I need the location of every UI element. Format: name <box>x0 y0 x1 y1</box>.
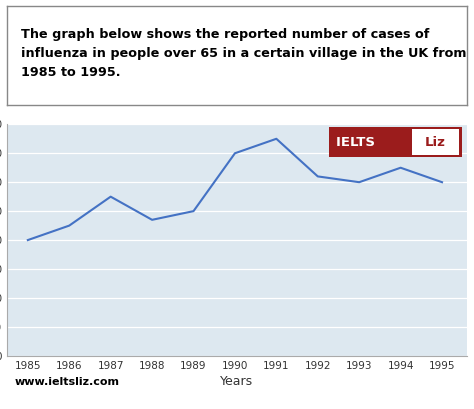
X-axis label: Years: Years <box>220 375 254 388</box>
Text: IELTS: IELTS <box>336 136 380 148</box>
Bar <box>412 129 459 155</box>
Text: The graph below shows the reported number of cases of
influenza in people over 6: The graph below shows the reported numbe… <box>21 28 466 79</box>
Text: Liz: Liz <box>425 136 446 148</box>
Text: www.ieltsliz.com: www.ieltsliz.com <box>14 378 119 387</box>
